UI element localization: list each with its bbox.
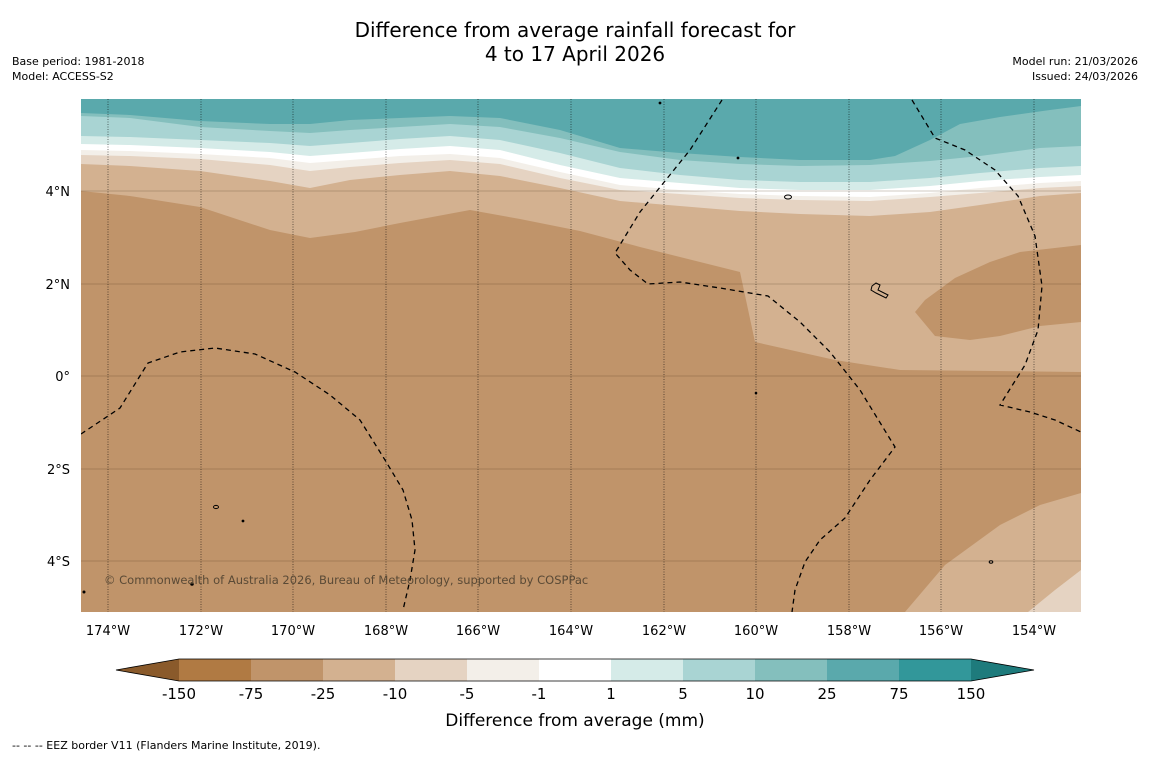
lon-label: 164°W [549, 624, 593, 639]
colorbar-segment [539, 659, 611, 681]
lon-label: 174°W [86, 624, 130, 639]
colorbar-min-extension [116, 659, 179, 681]
lat-label: 4°S [47, 555, 70, 570]
lat-label: 2°S [47, 463, 70, 478]
colorbar-label: Difference from average (mm) [445, 711, 704, 731]
lon-label: 162°W [642, 624, 686, 639]
map-title: Difference from average rainfall forecas… [0, 18, 1150, 66]
island-d [190, 582, 194, 586]
band-n25-n10-south [905, 493, 1081, 612]
island-g [754, 391, 758, 395]
model-run: Model run: 21/03/2026 [1012, 55, 1138, 68]
lat-label: 0° [55, 370, 70, 385]
lon-label: 172°W [179, 624, 223, 639]
lon-label: 170°W [271, 624, 315, 639]
island-c [241, 519, 245, 523]
colorbar-segment [755, 659, 827, 681]
eez-border-east [911, 99, 1081, 433]
base-period: Base period: 1981-2018 [12, 55, 145, 68]
island-i [82, 590, 86, 594]
title-line-2: 4 to 17 April 2026 [484, 42, 666, 66]
longitude-labels: 174°W 172°W 170°W 168°W 166°W 164°W 162°… [86, 624, 1056, 639]
colorbar-ticks: -150 -75 -25 -10 -5 -1 1 5 10 25 75 150 [162, 685, 985, 703]
lat-label: 4°N [46, 185, 71, 200]
lat-label: 2°N [46, 278, 71, 293]
colorbar-segment [899, 659, 971, 681]
colorbar-segment [395, 659, 467, 681]
colorbar-tick: 10 [745, 685, 764, 703]
colorbar-tick: -75 [239, 685, 264, 703]
colorbar-outline [115, 658, 1035, 682]
colorbar-tick: 25 [817, 685, 836, 703]
model-name: Model: ACCESS-S2 [12, 70, 114, 83]
colorbar-tick: 75 [889, 685, 908, 703]
island-b [213, 504, 219, 510]
band-n10-n5-south [1028, 570, 1081, 612]
lon-label: 158°W [827, 624, 871, 639]
lon-label: 166°W [456, 624, 500, 639]
colorbar-tick: -5 [460, 685, 475, 703]
colorbar-tick: -25 [311, 685, 336, 703]
lon-label: 160°W [734, 624, 778, 639]
colorbar-tick: 150 [957, 685, 986, 703]
colorbar-max-extension [971, 659, 1034, 681]
lon-label: 168°W [364, 624, 408, 639]
title-line-1: Difference from average rainfall forecas… [354, 18, 796, 42]
island-a [784, 194, 792, 200]
colorbar-segment [467, 659, 539, 681]
eez-borders [81, 99, 1081, 612]
issued-date: Issued: 24/03/2026 [1031, 70, 1138, 83]
eez-legend: -- -- -- EEZ border V11 (Flanders Marine… [12, 739, 321, 752]
lon-label: 154°W [1012, 624, 1056, 639]
colorbar-segment [827, 659, 899, 681]
colorbar-segment [251, 659, 323, 681]
colorbar-segment [179, 659, 251, 681]
gridlines [107, 99, 1035, 612]
colorbar-segment [611, 659, 683, 681]
colorbar-tick: -1 [532, 685, 547, 703]
colorbar-segment [683, 659, 755, 681]
colorbar-tick: 5 [678, 685, 688, 703]
island-f [736, 156, 740, 160]
colorbar-tick: 1 [606, 685, 616, 703]
colorbar-tick: -10 [383, 685, 408, 703]
band-p25-p75 [81, 99, 1081, 160]
island-e [658, 101, 662, 105]
rainfall-field [81, 99, 1081, 612]
eez-border-west [81, 347, 416, 611]
islands [82, 101, 994, 594]
latitude-labels: 4°N 2°N 0° 2°S 4°S [46, 185, 71, 570]
island-kiritimati [870, 282, 889, 299]
colorbar: -150 -75 -25 -10 -5 -1 1 5 10 25 75 150 … [115, 658, 1035, 731]
parallels [81, 190, 1081, 562]
copyright-text: © Commonwealth of Australia 2026, Bureau… [104, 573, 588, 587]
colorbar-tick: -150 [162, 685, 196, 703]
island-h [988, 560, 994, 564]
colorbar-segment [323, 659, 395, 681]
meta-left: Base period: 1981-2018 Model: ACCESS-S2 [12, 54, 144, 84]
meta-right: Model run: 21/03/2026 Issued: 24/03/2026 [1012, 54, 1138, 84]
lon-label: 156°W [919, 624, 963, 639]
